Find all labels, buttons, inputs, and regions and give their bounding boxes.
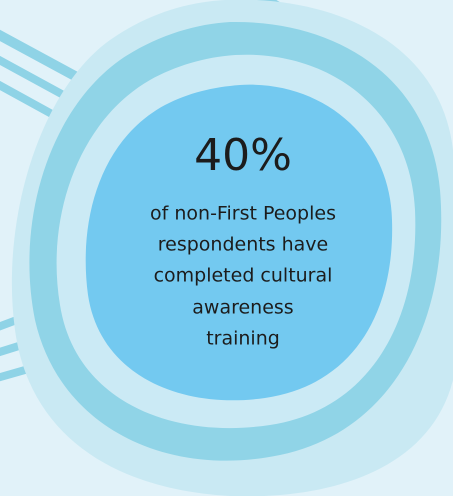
caption-line: respondents have: [158, 234, 329, 256]
caption-line: training: [206, 328, 280, 350]
caption-line: of non-First Peoples: [150, 203, 336, 225]
stat-value: 40%: [194, 130, 292, 181]
caption-line: awareness: [192, 297, 293, 319]
infographic: 40% of non-First Peoples respondents hav…: [0, 0, 453, 496]
caption-line: completed cultural: [154, 265, 333, 287]
page: 40% of non-First Peoples respondents hav…: [0, 0, 453, 496]
